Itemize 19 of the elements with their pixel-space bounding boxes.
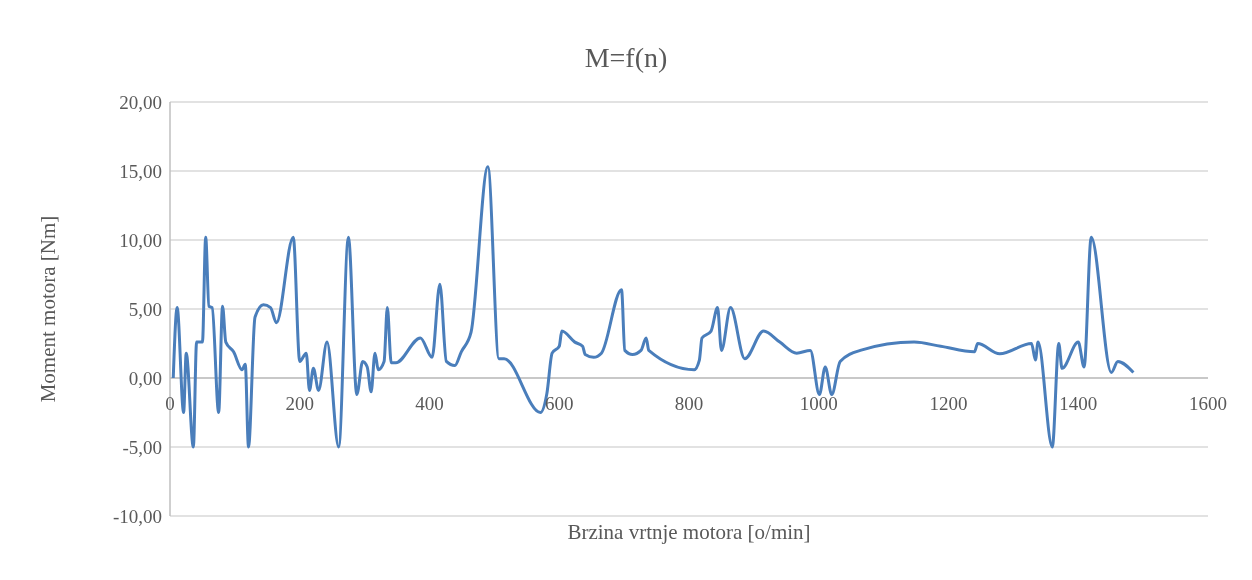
x-tick-label: 0 <box>165 393 175 414</box>
x-tick-label: 200 <box>285 393 314 414</box>
x-tick-label: 1200 <box>929 393 968 414</box>
x-tick-label: 800 <box>674 393 704 414</box>
y-tick-label: 0,00 <box>128 367 162 389</box>
y-tick-label: -5,00 <box>122 436 162 458</box>
x-tick-label: 1600 <box>1189 393 1227 414</box>
y-tick-label: 20,00 <box>119 91 162 113</box>
x-tick-label: 1000 <box>799 393 838 414</box>
y-tick-label: 5,00 <box>128 298 162 320</box>
chart-title: M=f(n) <box>583 42 669 74</box>
x-tick-label: 400 <box>415 393 444 414</box>
x-tick-label: 600 <box>545 393 574 414</box>
y-tick-label: 15,00 <box>119 160 162 182</box>
x-tick-label: 1400 <box>1059 393 1098 414</box>
y-tick-label: 10,00 <box>119 229 162 251</box>
x-axis-title: Brzina vrtnje motora [o/min] <box>566 520 812 545</box>
y-tick-label: -10,00 <box>112 505 162 527</box>
y-axis-title: Moment motora [Nm] <box>35 215 61 403</box>
